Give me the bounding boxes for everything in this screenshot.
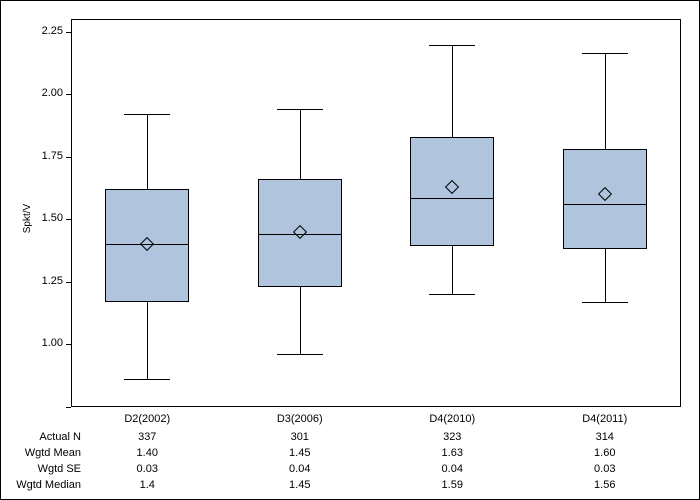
stats-value: 1.45 — [289, 479, 310, 491]
stats-value: 1.4 — [140, 479, 155, 491]
y-tick-label: 2.00 — [29, 87, 63, 99]
category-label: D4(2010) — [429, 413, 475, 425]
stats-row-label: Actual N — [1, 431, 81, 443]
stats-value: 301 — [291, 431, 309, 443]
whisker-cap-top — [582, 53, 628, 54]
stats-row-label: Wgtd SE — [1, 463, 81, 475]
y-tick — [66, 94, 71, 95]
chart-container: Spkt/V 1.001.251.501.752.002.25D2(2002)D… — [0, 0, 700, 500]
whisker-cap-top — [277, 109, 323, 110]
y-tick-label: 1.50 — [29, 212, 63, 224]
stats-row-label: Wgtd Median — [1, 479, 81, 491]
whisker-cap-bottom — [277, 354, 323, 355]
category-label: D4(2011) — [582, 413, 627, 425]
y-tick — [66, 32, 71, 33]
y-tick-label: 1.00 — [29, 337, 63, 349]
stats-value: 0.04 — [442, 463, 463, 475]
stats-value: 1.59 — [442, 479, 463, 491]
stats-value: 1.40 — [137, 447, 158, 459]
whisker-upper — [605, 53, 606, 149]
stats-value: 314 — [596, 431, 614, 443]
stats-value: 323 — [443, 431, 461, 443]
y-tick — [66, 282, 71, 283]
y-tick-label: 2.25 — [29, 25, 63, 37]
stats-row-label: Wgtd Mean — [1, 447, 81, 459]
y-tick-label: 1.75 — [29, 150, 63, 162]
median-line — [410, 198, 494, 199]
y-tick — [66, 157, 71, 158]
stats-value: 0.03 — [594, 463, 615, 475]
stats-value: 1.63 — [442, 447, 463, 459]
whisker-cap-bottom — [429, 294, 475, 295]
stats-value: 1.60 — [594, 447, 615, 459]
stats-value: 0.04 — [289, 463, 310, 475]
y-tick-label: 1.25 — [29, 275, 63, 287]
whisker-lower — [300, 287, 301, 355]
stats-value: 0.03 — [137, 463, 158, 475]
whisker-cap-top — [429, 45, 475, 46]
whisker-cap-bottom — [582, 302, 628, 303]
y-tick — [66, 407, 71, 408]
whisker-lower — [147, 302, 148, 380]
median-line — [563, 204, 647, 205]
whisker-upper — [452, 45, 453, 136]
whisker-upper — [147, 114, 148, 189]
y-tick — [66, 219, 71, 220]
whisker-lower — [605, 249, 606, 302]
whisker-upper — [300, 109, 301, 179]
whisker-lower — [452, 246, 453, 295]
stats-value: 1.56 — [594, 479, 615, 491]
category-label: D3(2006) — [277, 413, 323, 425]
whisker-cap-bottom — [124, 379, 170, 380]
category-label: D2(2002) — [124, 413, 170, 425]
stats-value: 337 — [138, 431, 156, 443]
stats-value: 1.45 — [289, 447, 310, 459]
y-tick — [66, 344, 71, 345]
whisker-cap-top — [124, 114, 170, 115]
